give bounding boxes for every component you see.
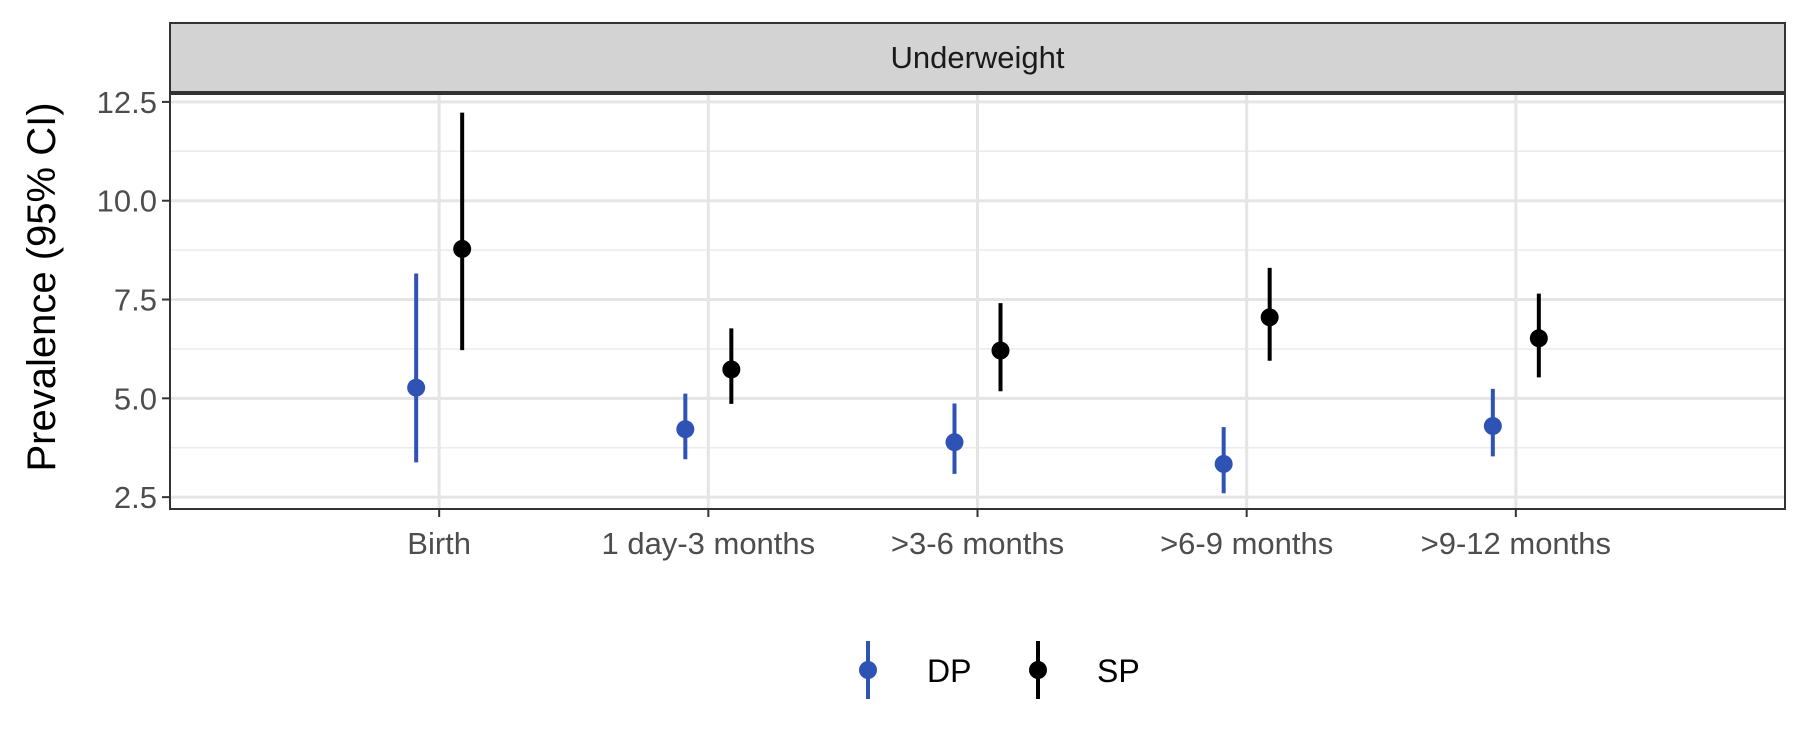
legend: DP SP xyxy=(859,641,1140,699)
legend-key-point xyxy=(859,661,877,679)
x-tick-label: >9-12 months xyxy=(1421,526,1611,561)
x-tick-label: >6-9 months xyxy=(1160,526,1333,561)
legend-item-dp: DP xyxy=(859,641,971,699)
x-tick-label: Birth xyxy=(407,526,471,561)
point-dp xyxy=(1214,454,1233,473)
point-sp xyxy=(1260,308,1279,327)
legend-label: DP xyxy=(927,653,971,689)
point-sp xyxy=(1529,329,1548,348)
y-tick-label: 5.0 xyxy=(114,381,157,416)
legend-label: SP xyxy=(1097,653,1140,689)
y-tick-label: 12.5 xyxy=(97,85,157,120)
facet-label: Underweight xyxy=(890,40,1064,75)
x-tick-label: >3-6 months xyxy=(891,526,1064,561)
point-dp xyxy=(676,420,695,439)
legend-item-sp: SP xyxy=(1029,641,1140,699)
x-tick-label: 1 day-3 months xyxy=(601,526,815,561)
point-dp xyxy=(407,378,426,397)
point-sp xyxy=(991,341,1010,360)
y-axis: 2.5 5.0 7.5 10.0 12.5 xyxy=(97,85,170,515)
y-tick-label: 10.0 xyxy=(97,184,157,219)
x-axis: Birth 1 day-3 months >3-6 months >6-9 month… xyxy=(407,509,1611,561)
facet-strip xyxy=(169,22,1786,93)
data-layer xyxy=(407,112,1548,494)
point-dp xyxy=(1483,417,1502,435)
y-axis-label: Prevalence (95% CI) xyxy=(20,102,64,471)
y-tick-label: 7.5 xyxy=(114,283,157,318)
legend-key-point xyxy=(1029,661,1047,679)
grid xyxy=(170,94,1785,509)
point-sp xyxy=(722,360,741,379)
point-dp xyxy=(945,433,964,452)
point-sp xyxy=(453,239,472,258)
y-tick-label: 2.5 xyxy=(114,480,157,515)
